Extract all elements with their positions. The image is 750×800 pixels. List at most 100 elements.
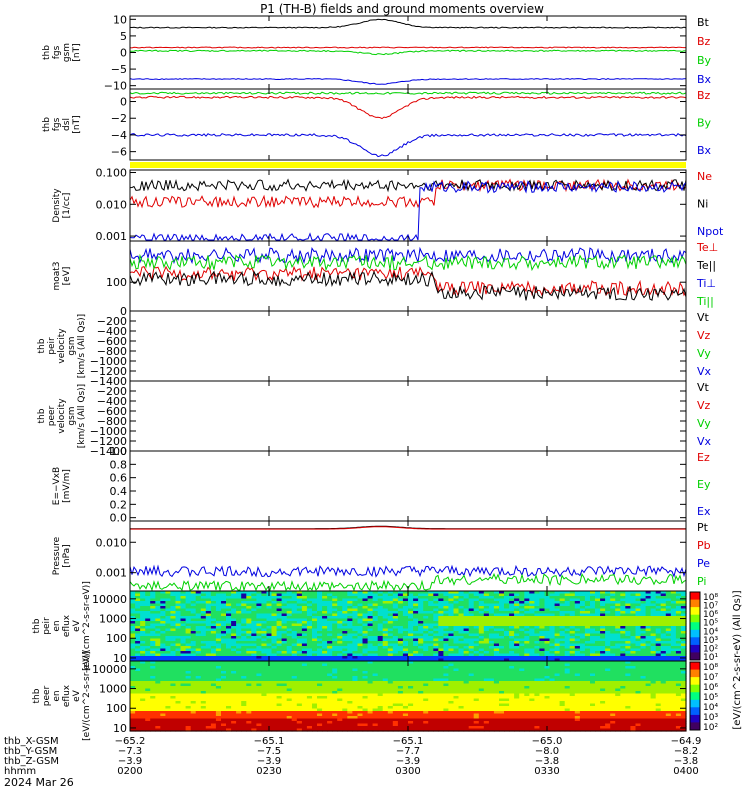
spectrogram-cell bbox=[342, 608, 348, 612]
spectrogram-cell bbox=[392, 593, 399, 597]
spectrogram-cell bbox=[145, 623, 151, 627]
spectrogram-cell bbox=[185, 686, 192, 690]
spectrogram-cell bbox=[332, 678, 338, 682]
spectrogram-cell bbox=[493, 693, 500, 697]
spectrogram-cell bbox=[322, 671, 328, 675]
spectrogram-cell bbox=[478, 671, 485, 675]
spectrogram-cell bbox=[402, 596, 409, 600]
spectrogram-cell bbox=[165, 696, 172, 700]
spectrogram-cell bbox=[488, 606, 495, 610]
spectrogram-cell bbox=[468, 683, 475, 687]
spectrogram-cell bbox=[170, 691, 177, 695]
spectrogram-cell bbox=[493, 646, 500, 650]
spectrogram-cell bbox=[291, 678, 298, 682]
spectrogram-cell bbox=[635, 686, 642, 690]
spectrogram-cell bbox=[246, 676, 252, 680]
spectrogram-cell bbox=[226, 618, 232, 622]
spectrogram-cell bbox=[514, 693, 520, 697]
spectrogram-cell bbox=[635, 636, 642, 640]
spectrogram-cell bbox=[241, 601, 247, 605]
spectrogram-cell bbox=[337, 673, 343, 677]
spectrogram-cell bbox=[423, 673, 429, 677]
spectrogram-cell bbox=[473, 618, 480, 622]
spectrogram-cell bbox=[590, 691, 596, 695]
spectrogram-cell bbox=[574, 673, 581, 677]
spectrogram-cell bbox=[377, 678, 384, 682]
spectrogram-cell bbox=[296, 646, 303, 650]
spectrogram-cell bbox=[357, 593, 364, 597]
spectrogram-cell bbox=[362, 596, 369, 600]
spectrogram-cell bbox=[317, 656, 323, 660]
y-tick-label: 0.2 bbox=[110, 498, 128, 511]
spectrogram-cell bbox=[504, 638, 510, 642]
spectrogram-cell bbox=[190, 661, 197, 665]
spectrogram-cell bbox=[499, 616, 505, 620]
y-axis-label: E=−VxB bbox=[52, 467, 62, 505]
spectrogram-cell bbox=[640, 643, 647, 647]
spectrogram-cell bbox=[246, 623, 252, 627]
spectrogram-cell bbox=[554, 656, 561, 660]
spectrogram-cell bbox=[372, 633, 379, 637]
spectrogram-cell bbox=[529, 671, 535, 675]
spectrogram-cell bbox=[317, 688, 323, 692]
spectrogram-cell bbox=[195, 661, 202, 665]
spectrogram-cell bbox=[408, 598, 414, 602]
spectrogram-cell bbox=[650, 681, 657, 685]
spectrogram-cell bbox=[443, 616, 450, 620]
spectrogram-cell bbox=[665, 651, 672, 655]
spectrogram-cell bbox=[473, 673, 480, 677]
spectrogram-cell bbox=[332, 651, 338, 655]
spectrogram-cell bbox=[453, 598, 460, 602]
spectrogram-cell bbox=[595, 631, 601, 635]
spectrogram-cell bbox=[266, 638, 273, 642]
spectrogram-cell bbox=[468, 616, 475, 620]
spectrogram-cell bbox=[276, 646, 283, 650]
spectrogram-cell bbox=[635, 671, 642, 675]
spectrogram-cell bbox=[215, 666, 222, 670]
spectrogram-cell bbox=[443, 593, 450, 597]
spectrogram-cell bbox=[170, 603, 177, 607]
spectrogram-cell bbox=[504, 663, 510, 667]
spectrogram-cell bbox=[180, 623, 187, 627]
spectrogram-cell bbox=[377, 643, 384, 647]
spectrogram-cell bbox=[463, 611, 470, 615]
spectrogram-cell bbox=[549, 611, 556, 615]
spectrogram-cell bbox=[559, 693, 566, 697]
spectrogram-cell bbox=[402, 656, 409, 660]
spectrogram-cell bbox=[645, 631, 652, 635]
spectrogram-cell bbox=[574, 616, 581, 620]
spectrogram-cell bbox=[438, 608, 444, 612]
spectrogram-cell bbox=[130, 676, 136, 680]
spectrogram-cell bbox=[135, 621, 141, 625]
spectrogram-cell bbox=[524, 611, 530, 615]
spectrogram-cell bbox=[458, 688, 465, 692]
spectrogram-cell bbox=[483, 686, 490, 690]
spectrogram-cell bbox=[221, 623, 227, 627]
spectrogram-cell bbox=[271, 633, 278, 637]
spectrogram-cell bbox=[493, 606, 500, 610]
spectrogram-cell bbox=[200, 633, 207, 637]
spectrogram-cell bbox=[367, 643, 374, 647]
spectrogram-cell bbox=[610, 601, 616, 605]
spectrogram-cell bbox=[372, 671, 379, 675]
spectrogram-cell bbox=[433, 658, 439, 662]
spectrogram-cell bbox=[251, 661, 257, 665]
spectrogram-cell bbox=[185, 681, 192, 685]
spectrogram-cell bbox=[655, 608, 662, 612]
spectrogram-cell bbox=[337, 603, 343, 607]
spectrogram-cell bbox=[605, 643, 611, 647]
spectrogram-cell bbox=[170, 613, 177, 617]
spectrogram-cell bbox=[251, 633, 257, 637]
spectrogram-cell bbox=[443, 596, 450, 600]
spectrogram-cell bbox=[276, 601, 283, 605]
spectrogram-cell bbox=[337, 631, 343, 635]
spectrogram-cell bbox=[559, 686, 566, 690]
spectrogram-cell bbox=[463, 618, 470, 622]
spectrogram-cell bbox=[453, 638, 460, 642]
spectrogram-cell bbox=[342, 618, 348, 622]
spectrogram-cell bbox=[226, 666, 232, 670]
spectrogram-cell bbox=[428, 686, 434, 690]
spectrogram-cell bbox=[463, 593, 470, 597]
spectrogram-cell bbox=[443, 668, 450, 672]
spectrogram-cell bbox=[256, 601, 263, 605]
